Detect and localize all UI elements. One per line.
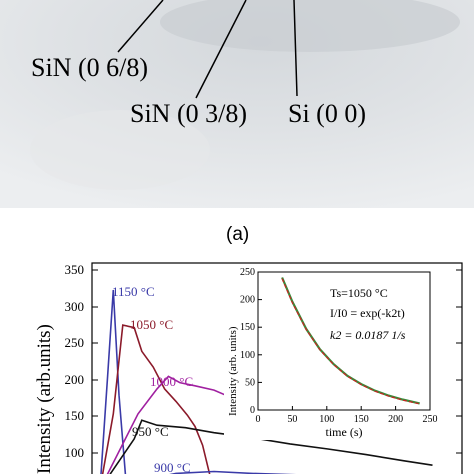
main-plot-frame <box>91 262 463 474</box>
inset-x-axis-label: time (s) <box>326 425 363 439</box>
series-line-1150 <box>100 289 127 474</box>
inset-background <box>224 268 456 440</box>
inset-x-tick-label: 150 <box>354 414 369 425</box>
y-tick-label: 100 <box>65 445 85 460</box>
inset-annotation-equation: I/I0 = exp(-k2t) <box>330 306 405 320</box>
panel-b: Intensity (arb.units) 350 300 250 200 15… <box>34 262 463 474</box>
diffraction-bright-region <box>160 0 460 52</box>
pointer-line-sin-3-8 <box>195 0 247 99</box>
inset-y-axis-label: Intensity (arb. units) <box>227 326 239 416</box>
inset-x-tick-label: 0 <box>256 414 261 425</box>
label-sin-0-6-8: SiN (0 6/8) <box>31 53 148 82</box>
inset-chart: Intensity (arb. units) 0 50 100 150 200 250 0 5… <box>224 267 456 440</box>
pointer-line-si-0-0 <box>293 0 298 97</box>
inset-x-tick-label: 50 <box>287 414 297 425</box>
y-tick-label: 200 <box>65 372 85 387</box>
inset-x-tick-label: 250 <box>423 414 438 425</box>
inset-x-tick-label: 100 <box>319 414 334 425</box>
temp-label-1000: 1000 °C <box>150 374 193 389</box>
inset-y-tick-label: 50 <box>245 377 255 388</box>
inset-plot-frame <box>257 271 431 411</box>
y-tick-label: 150 <box>65 408 85 423</box>
inset-y-tick-label: 250 <box>240 267 255 278</box>
y-ticks <box>92 269 462 454</box>
inset-ticks: 0 50 100 150 200 250 0 50 100 150 200 250 <box>240 267 438 425</box>
temp-label-1150: 1150 °C <box>112 284 155 299</box>
temp-label-1050: 1050 °C <box>130 317 173 332</box>
temp-label-900: 900 °C <box>154 460 191 474</box>
inset-y-tick-label: 0 <box>250 405 255 416</box>
panel-a: SiN (0 6/8) SiN (0 3/8) Si (0 0) <box>0 0 474 208</box>
inset-series-group <box>281 277 420 405</box>
inset-x-tick-label: 200 <box>388 414 403 425</box>
inset-y-tick-label: 100 <box>240 350 255 361</box>
temp-label-950: 950 °C <box>132 424 169 439</box>
inset-fit-curve <box>281 278 420 405</box>
inset-annotation-k2: k2 = 0.0187 1/s <box>330 328 406 342</box>
inset-annotation-ts: Ts=1050 °C <box>330 286 388 300</box>
y-tick-label: 350 <box>65 262 85 277</box>
y-axis-label: Intensity (arb.units) <box>34 324 55 474</box>
y-tick-labels: 350 300 250 200 150 100 <box>65 262 85 460</box>
label-si-0-0: Si (0 0) <box>288 99 366 128</box>
diffraction-bright-region <box>30 110 210 190</box>
pointer-line-sin-6-8 <box>117 0 164 53</box>
inset-y-tick-label: 200 <box>240 295 255 306</box>
y-tick-label: 250 <box>65 335 85 350</box>
y-tick-label: 300 <box>65 299 85 314</box>
label-sin-0-3-8: SiN (0 3/8) <box>130 99 247 128</box>
caption-a: (a) <box>226 224 249 245</box>
inset-y-tick-label: 150 <box>240 322 255 333</box>
series-line-900 <box>169 470 297 474</box>
